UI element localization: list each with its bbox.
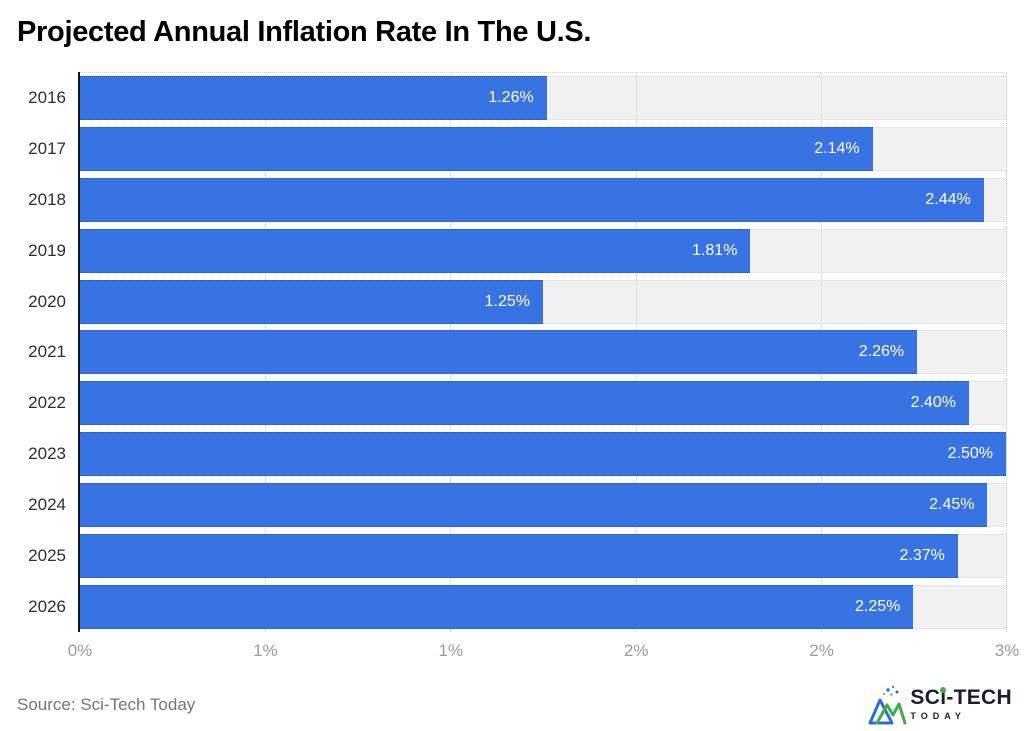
bar: 1.25% (80, 279, 543, 324)
value-label: 1.81% (692, 241, 738, 259)
year-label: 2021 (28, 342, 66, 362)
value-label: 2.26% (858, 343, 905, 361)
x-tick-label: 0% (67, 641, 93, 660)
value-label: 2.45% (929, 495, 975, 513)
plot-area: 2016 1.26% 2017 2.14% 2018 2.44% 2019 1.… (28, 72, 1007, 632)
year-label: 2026 (28, 596, 66, 616)
logo-subtitle: TODAY (910, 711, 966, 721)
value-label: 2.44% (925, 191, 971, 209)
bar-row: 2018 2.44% (28, 175, 1006, 226)
chart-title: Projected Annual Inflation Rate In The U… (17, 16, 592, 48)
sci-tech-today-logo: SCi-TECH TODAY (867, 683, 1012, 725)
year-label: 2018 (28, 190, 66, 210)
bar: 2.25% (80, 584, 914, 629)
bar: 2.40% (80, 381, 969, 426)
year-label: 2019 (28, 240, 66, 260)
value-label: 2.50% (947, 445, 993, 463)
bar-row: 2024 2.45% (28, 480, 1006, 531)
value-label: 2.14% (814, 140, 860, 158)
bar-row: 2017 2.14% (28, 124, 1006, 175)
value-label: 2.37% (899, 546, 945, 564)
bar-row: 2022 2.40% (28, 378, 1006, 429)
value-label: 2.25% (855, 597, 901, 615)
bar-row: 2023 2.50% (28, 429, 1006, 480)
year-label: 2016 (28, 88, 66, 108)
bar: 2.37% (80, 533, 958, 578)
value-label: 2.40% (910, 394, 956, 412)
bar: 2.14% (80, 127, 873, 172)
bar-row: 2021 2.26% (28, 327, 1006, 378)
x-tick-label: 2% (809, 641, 834, 660)
logo-wordmark: SCi-TECH (910, 686, 1012, 709)
bar: 1.81% (80, 228, 751, 273)
bar: 2.26% (80, 330, 918, 375)
bar-rows: 2016 1.26% 2017 2.14% 2018 2.44% 2019 1.… (28, 73, 1006, 632)
x-axis-labels: 0% 1% 1% 2% 2% 3% (68, 641, 1020, 663)
x-tick-label: 1% (253, 641, 278, 660)
logo-letter-i: i (940, 686, 947, 709)
bar-row: 2016 1.26% (28, 73, 1006, 124)
bar: 2.50% (80, 432, 1006, 477)
year-label: 2025 (28, 545, 66, 565)
value-label: 1.25% (484, 292, 530, 310)
bar: 1.26% (80, 76, 547, 121)
x-tick-label: 3% (994, 641, 1020, 660)
year-label: 2024 (28, 494, 66, 514)
bar-row: 2019 1.81% (28, 225, 1006, 276)
value-label: 1.26% (488, 89, 534, 107)
year-label: 2017 (28, 139, 66, 159)
bar-row: 2020 1.25% (28, 276, 1006, 327)
bar-row: 2026 2.25% (28, 581, 1006, 632)
source-text: Source: Sci-Tech Today (17, 695, 196, 714)
year-label: 2023 (28, 444, 66, 464)
bar: 2.45% (80, 482, 988, 527)
x-tick-label: 2% (623, 641, 649, 660)
year-label: 2022 (28, 393, 66, 413)
y-axis-line (78, 72, 80, 632)
sci-tech-logo-icon (868, 685, 907, 725)
bar-row: 2025 2.37% (28, 530, 1006, 581)
logo-text: SCi-TECH TODAY (910, 687, 1012, 721)
year-label: 2020 (28, 291, 66, 311)
bar: 2.44% (80, 178, 984, 223)
x-tick-label: 1% (438, 641, 464, 660)
